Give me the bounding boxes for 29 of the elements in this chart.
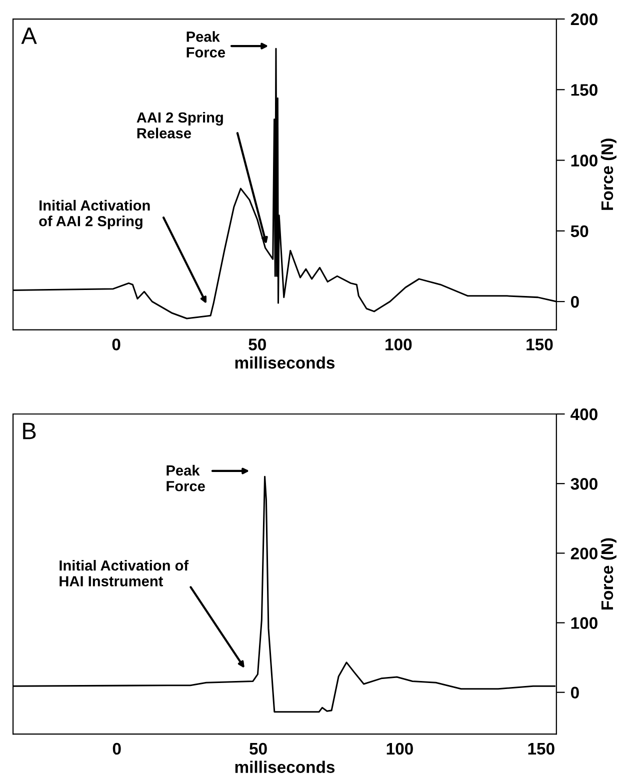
x-axis-title: milliseconds: [235, 356, 335, 369]
annotation: AAI 2 Spring Release: [136, 112, 223, 138]
x-axis-title: milliseconds: [235, 760, 335, 773]
y-axis-title: Force (N): [600, 538, 616, 610]
y-tick-label: 200: [570, 548, 598, 560]
x-tick-label: 150: [528, 742, 554, 755]
x-tick-label: 150: [526, 338, 553, 350]
chart-title: A: [21, 28, 37, 44]
x-tick-label: 100: [386, 338, 412, 350]
x-tick-label: 0: [112, 742, 121, 755]
y-tick-label: 100: [571, 154, 598, 166]
y-axis-title: Force (N): [600, 138, 616, 210]
chart-title: B: [23, 422, 36, 440]
y-tick-label: 200: [570, 13, 598, 26]
x-tick-label: 50: [248, 338, 266, 350]
y-tick-label: 0: [570, 296, 579, 308]
annotation: Peak Force: [166, 464, 205, 492]
annotation: Initial Activation of AAI 2 Spring: [39, 200, 150, 230]
x-tick-label: 100: [386, 742, 413, 755]
y-tick-label: 50: [570, 225, 588, 238]
y-tick-label: 150: [571, 84, 598, 96]
y-tick-label: 0: [570, 686, 579, 699]
y-tick-label: 300: [570, 478, 598, 490]
x-tick-label: 50: [250, 742, 267, 755]
annotation: Initial Activation of HAI Instrument: [60, 560, 189, 586]
y-tick-label: 100: [571, 617, 598, 629]
y-tick-label: 400: [570, 408, 598, 420]
annotation: Peak Force: [186, 31, 226, 58]
x-tick-label: 0: [112, 338, 120, 350]
